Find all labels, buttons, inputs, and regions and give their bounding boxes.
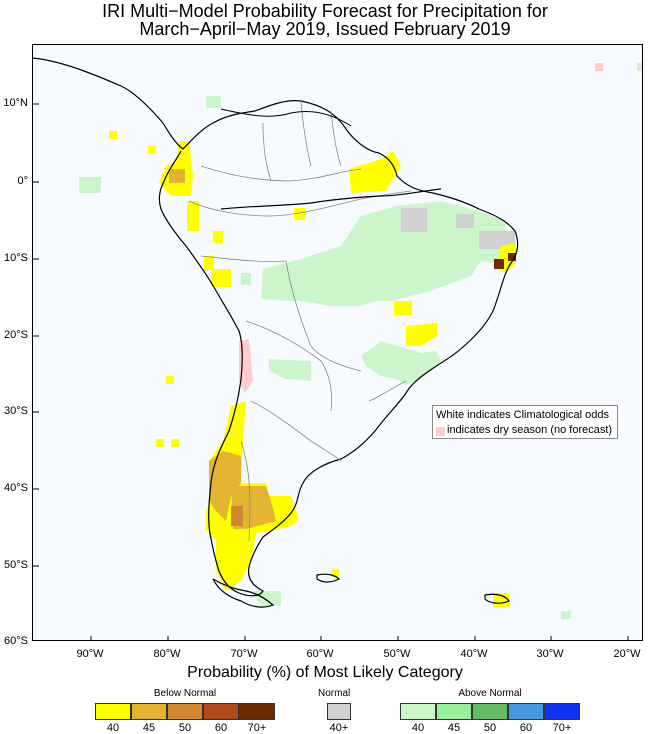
lat-label-60s: 60°S (4, 635, 28, 647)
swatch-below-45 (131, 703, 167, 720)
lat-label-40s: 40°S (4, 482, 28, 494)
swatch-above-70plus (544, 703, 580, 720)
lon-label-20w: 20°W (613, 648, 641, 660)
forecast-normal-areas (401, 208, 515, 249)
above-normal-label: Above Normal (458, 688, 522, 699)
tick-below-50: 50 (178, 722, 192, 734)
coastlines (33, 57, 519, 608)
swatch-below-70plus (239, 703, 275, 720)
lon-label-40w: 40°W (460, 648, 488, 660)
swatch-above-40 (400, 703, 436, 720)
swatch-above-45 (436, 703, 472, 720)
axis-ticks (33, 103, 629, 640)
lon-label-50w: 50°W (383, 648, 411, 660)
swatch-below-40 (95, 703, 131, 720)
below-normal-label: Below Normal (153, 688, 217, 699)
forecast-above-normal-areas (79, 63, 642, 619)
lat-label-10s: 10°S (4, 252, 28, 264)
lat-label-20s: 20°S (4, 329, 28, 341)
normal-label: Normal (318, 688, 351, 699)
tick-below-60: 60 (214, 722, 228, 734)
lat-label-10n: 10°N (3, 97, 28, 109)
forecast-below-normal-50 (231, 506, 243, 526)
lat-label-30s: 30°S (4, 405, 28, 417)
country-borders (188, 100, 412, 542)
swatch-normal-40plus (327, 703, 351, 720)
colorbar-title: Probability (%) of Most Likely Category (187, 664, 463, 681)
tick-above-40: 40 (411, 722, 425, 734)
tick-normal-40plus: 40+ (329, 722, 349, 734)
tick-above-50: 50 (483, 722, 497, 734)
orinoco-river (220, 108, 352, 127)
map-title-line1: IRI Multi−Model Probability Forecast for… (102, 1, 548, 21)
swatch-above-60 (508, 703, 544, 720)
map-title-line2: March−April−May 2019, Issued February 20… (139, 19, 511, 39)
lon-label-90w: 90°W (76, 648, 104, 660)
swatch-below-50 (167, 703, 203, 720)
forecast-below-normal-70plus (494, 253, 516, 269)
tick-below-40: 40 (106, 722, 120, 734)
tick-below-45: 45 (142, 722, 156, 734)
swatch-below-60 (203, 703, 239, 720)
lat-label-50s: 50°S (4, 559, 28, 571)
lon-label-30w: 30°W (536, 648, 564, 660)
legend-dry-season-swatch (436, 427, 445, 436)
tick-above-70plus: 70+ (552, 722, 572, 734)
tick-below-70plus: 70+ (247, 722, 267, 734)
lat-label-0: 0° (17, 175, 28, 187)
south-america-map (33, 57, 642, 640)
map-frame (32, 44, 643, 641)
lon-label-70w: 70°W (230, 648, 258, 660)
amazon-river (220, 188, 442, 210)
map-legend-box: White indicates Climatological odds indi… (432, 405, 618, 439)
legend-dry-season-note: indicates dry season (no forecast) (447, 424, 613, 436)
lon-label-80w: 80°W (153, 648, 181, 660)
forecast-below-normal-45 (169, 169, 276, 529)
tick-above-60: 60 (519, 722, 533, 734)
swatch-above-50 (472, 703, 508, 720)
lon-label-60w: 60°W (306, 648, 334, 660)
legend-climatological-note: White indicates Climatological odds (436, 409, 610, 421)
tick-above-45: 45 (447, 722, 461, 734)
